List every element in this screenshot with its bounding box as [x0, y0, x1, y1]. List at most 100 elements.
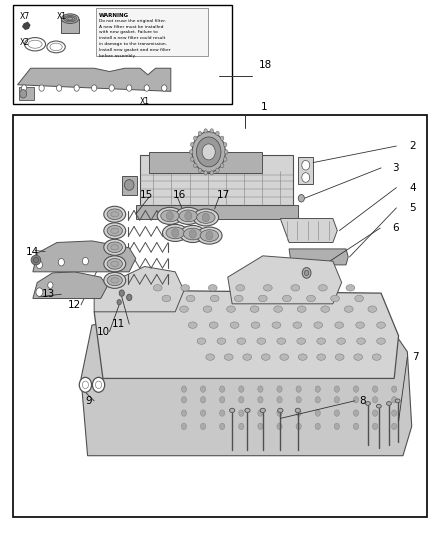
Circle shape: [95, 381, 102, 389]
Ellipse shape: [203, 306, 212, 312]
Ellipse shape: [111, 278, 119, 283]
Circle shape: [302, 268, 311, 278]
Circle shape: [162, 85, 167, 91]
Bar: [304, 273, 310, 282]
Circle shape: [215, 168, 219, 173]
Text: 15: 15: [140, 190, 153, 199]
Text: 8: 8: [359, 396, 366, 406]
Circle shape: [198, 131, 202, 135]
Ellipse shape: [357, 338, 365, 344]
Circle shape: [334, 423, 339, 430]
Ellipse shape: [161, 210, 179, 222]
Ellipse shape: [104, 239, 126, 255]
Circle shape: [239, 386, 244, 392]
Circle shape: [392, 410, 397, 416]
Polygon shape: [23, 22, 30, 29]
Circle shape: [223, 157, 227, 161]
Polygon shape: [136, 205, 298, 219]
Text: 1: 1: [261, 102, 267, 111]
Ellipse shape: [293, 322, 302, 328]
Ellipse shape: [104, 206, 126, 222]
Ellipse shape: [355, 295, 364, 302]
Circle shape: [192, 132, 226, 172]
Circle shape: [210, 129, 213, 133]
Ellipse shape: [107, 275, 123, 286]
Text: 4: 4: [410, 183, 416, 192]
Ellipse shape: [251, 322, 260, 328]
Ellipse shape: [317, 338, 325, 344]
Circle shape: [219, 423, 225, 430]
Circle shape: [258, 386, 263, 392]
Text: 13: 13: [42, 289, 55, 299]
Ellipse shape: [166, 227, 184, 239]
Ellipse shape: [188, 322, 197, 328]
Ellipse shape: [107, 259, 123, 269]
Ellipse shape: [337, 338, 346, 344]
Circle shape: [304, 270, 309, 276]
Ellipse shape: [307, 295, 315, 302]
Circle shape: [258, 410, 263, 416]
Ellipse shape: [314, 322, 323, 328]
Ellipse shape: [67, 18, 73, 20]
Circle shape: [204, 129, 208, 133]
Circle shape: [302, 160, 310, 170]
Circle shape: [74, 85, 79, 91]
Circle shape: [239, 410, 244, 416]
Bar: [298, 157, 313, 184]
Ellipse shape: [280, 354, 289, 360]
Ellipse shape: [179, 210, 198, 222]
Circle shape: [315, 410, 320, 416]
Circle shape: [258, 397, 263, 403]
Polygon shape: [33, 272, 107, 298]
Text: in damage to the transmission.: in damage to the transmission.: [99, 42, 166, 46]
Ellipse shape: [277, 338, 286, 344]
Text: Do not reuse the original filter.: Do not reuse the original filter.: [99, 19, 166, 23]
Text: 12: 12: [68, 300, 81, 310]
Circle shape: [296, 397, 301, 403]
Ellipse shape: [208, 285, 217, 291]
Circle shape: [315, 397, 320, 403]
Ellipse shape: [283, 295, 291, 302]
Text: X1: X1: [57, 12, 67, 21]
Ellipse shape: [104, 256, 126, 272]
Ellipse shape: [260, 408, 265, 413]
Ellipse shape: [217, 338, 226, 344]
Ellipse shape: [111, 228, 119, 233]
Circle shape: [189, 230, 196, 238]
Ellipse shape: [224, 354, 233, 360]
Ellipse shape: [227, 306, 236, 312]
Ellipse shape: [162, 224, 188, 241]
Circle shape: [206, 231, 213, 240]
Ellipse shape: [31, 255, 41, 265]
Circle shape: [298, 195, 304, 202]
Bar: [96, 8, 208, 56]
Circle shape: [181, 386, 187, 392]
Ellipse shape: [387, 402, 392, 405]
Ellipse shape: [64, 15, 77, 22]
Ellipse shape: [197, 227, 222, 244]
Ellipse shape: [181, 285, 190, 291]
Ellipse shape: [354, 354, 363, 360]
Ellipse shape: [335, 322, 343, 328]
Text: 5: 5: [410, 203, 416, 213]
Circle shape: [277, 386, 282, 392]
Ellipse shape: [318, 285, 327, 291]
Ellipse shape: [278, 408, 283, 413]
Ellipse shape: [377, 338, 385, 344]
Ellipse shape: [365, 402, 370, 405]
Bar: [61, 19, 79, 33]
Ellipse shape: [107, 225, 123, 236]
Ellipse shape: [200, 230, 219, 241]
Ellipse shape: [336, 354, 344, 360]
Circle shape: [296, 410, 301, 416]
Circle shape: [353, 423, 359, 430]
Ellipse shape: [236, 285, 245, 291]
Circle shape: [196, 137, 221, 167]
Ellipse shape: [47, 41, 65, 53]
Circle shape: [219, 397, 225, 403]
Ellipse shape: [297, 306, 306, 312]
Ellipse shape: [377, 322, 385, 328]
Ellipse shape: [111, 212, 119, 217]
Ellipse shape: [344, 306, 353, 312]
Text: 10: 10: [96, 327, 110, 336]
